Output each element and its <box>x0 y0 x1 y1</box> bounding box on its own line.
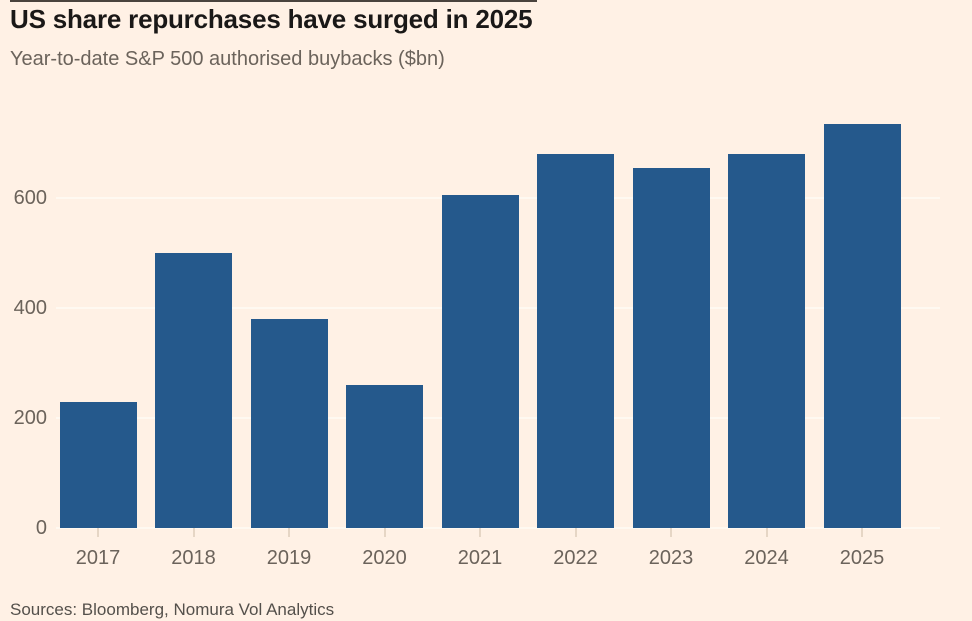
x-axis-tick-2022 <box>574 528 577 537</box>
bar-2024 <box>728 154 805 528</box>
y-axis-label-0: 0 <box>35 517 47 539</box>
x-axis-tick-2020 <box>383 528 386 537</box>
x-axis-tick-2025 <box>861 528 863 537</box>
bar-2017 <box>59 401 137 528</box>
x-axis-label-2020: 2020 <box>362 547 407 569</box>
gridline-0 <box>56 527 940 529</box>
bar-2018 <box>155 253 232 528</box>
y-axis-label-600: 600 <box>13 187 47 209</box>
x-axis-label-2025: 2025 <box>839 547 885 569</box>
x-axis-tick-2018 <box>192 528 195 537</box>
chart-subtitle: Year-to-date S&P 500 authorised buybacks… <box>10 48 445 70</box>
bar-2021 <box>441 195 519 528</box>
bar-2025 <box>823 123 901 528</box>
bar-2020 <box>346 385 423 528</box>
chart-source: Sources: Bloomberg, Nomura Vol Analytics <box>10 600 335 619</box>
x-axis-tick-2023 <box>670 528 672 537</box>
x-axis-label-2017: 2017 <box>75 547 121 569</box>
chart-title: US share repurchases have surged in 2025 <box>10 4 533 34</box>
x-axis-label-2021: 2021 <box>457 547 503 569</box>
x-axis-tick-2024 <box>765 528 768 537</box>
bar-2019 <box>250 319 328 528</box>
x-axis-label-2022: 2022 <box>553 547 598 569</box>
x-axis-label-2023: 2023 <box>648 547 694 569</box>
x-axis-label-2018: 2018 <box>171 547 216 569</box>
x-axis-tick-2021 <box>479 528 481 537</box>
x-axis-tick-2017 <box>97 528 99 537</box>
x-axis-tick-2019 <box>288 528 290 537</box>
cropped-text-artifact <box>10 0 537 2</box>
bar-2023 <box>632 167 710 528</box>
bar-2022 <box>537 154 614 528</box>
y-axis-label-400: 400 <box>13 297 47 319</box>
x-axis-label-2024: 2024 <box>744 547 789 569</box>
y-axis-label-200: 200 <box>13 407 47 429</box>
x-axis-label-2019: 2019 <box>266 547 312 569</box>
